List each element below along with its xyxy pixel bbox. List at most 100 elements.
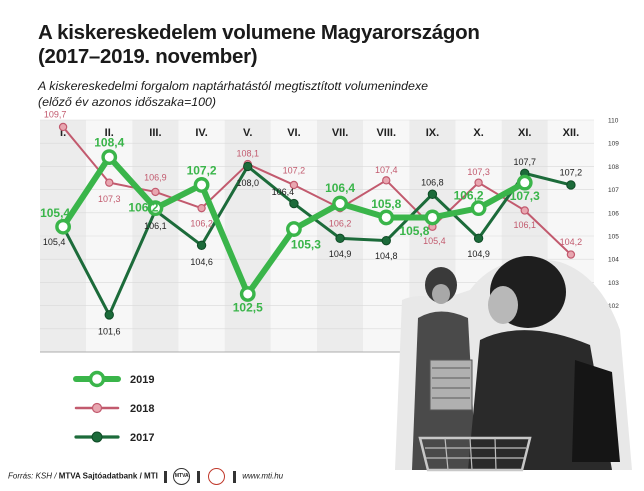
point-2018	[474, 178, 483, 187]
point-2018	[58, 122, 68, 132]
point-2018	[566, 250, 576, 259]
data-labels: 109,7 107,3 106,9 106,2 108,1 107,2 106,2 107,4…	[40, 109, 582, 336]
month-label: XII.	[563, 127, 580, 139]
mti-logo-icon	[207, 468, 225, 485]
label-2017: 106,4	[272, 187, 295, 197]
point-2019	[378, 209, 395, 226]
label-2019: 102,5	[233, 301, 263, 315]
point-2019	[332, 195, 348, 212]
woman-right-face	[488, 286, 518, 324]
label-2019: 108,4	[94, 136, 124, 150]
label-2017: 106,1	[144, 221, 167, 231]
month-label: IV.	[195, 127, 207, 139]
label-2018: 105,4	[423, 236, 446, 246]
label-2019: 105,8	[371, 197, 401, 211]
label-2018: 106,9	[144, 172, 167, 182]
label-2017: 101,6	[98, 326, 121, 336]
label-2017: 104,6	[190, 257, 213, 267]
chart-title: A kiskereskedelem volumene Magyarországo…	[38, 21, 480, 69]
point-2017	[381, 235, 391, 246]
month-label: VIII.	[376, 127, 396, 139]
woman-left-face	[432, 284, 450, 304]
label-2017: 108,0	[236, 178, 259, 188]
point-2017	[196, 240, 207, 250]
label-2018: 109,7	[44, 109, 67, 119]
subtitle-line-2: (előző év azonos időszaka=100)	[38, 95, 217, 109]
series-points	[55, 122, 576, 320]
label-2017: 107,2	[560, 167, 583, 177]
month-label: V.	[243, 127, 252, 139]
point-2019	[239, 286, 256, 302]
point-2019	[101, 149, 118, 166]
point-2018	[151, 187, 160, 197]
y-tick-label: 107	[608, 187, 619, 194]
label-2019: 107,3	[510, 189, 540, 203]
y-tick-label: 108	[608, 164, 619, 171]
label-2019: 107,2	[187, 163, 217, 177]
series-2018-line	[62, 125, 572, 256]
month-label: I.	[60, 127, 66, 139]
footer-url[interactable]: www.mti.hu	[242, 471, 284, 481]
legend: 2019 2018 2017	[73, 370, 154, 444]
title-line-2: (2017–2019. november)	[38, 45, 258, 68]
legend-marker-2017	[91, 431, 103, 443]
label-2018: 104,2	[560, 237, 583, 247]
footer-separator	[164, 470, 168, 483]
point-2018	[197, 203, 206, 213]
label-2017: 104,8	[375, 251, 398, 261]
legend-label-2019: 2019	[130, 374, 154, 386]
point-2017	[473, 233, 484, 244]
handbag	[572, 360, 620, 462]
month-labels: I. II. III. IV. V. VI. VII. VIII. IX. X. XI. XII.	[60, 127, 579, 139]
point-2019	[193, 177, 210, 193]
label-2019: 105,3	[291, 238, 321, 252]
point-2019	[470, 200, 487, 217]
point-2018	[520, 206, 529, 215]
label-2017: 105,4	[43, 237, 66, 247]
subtitle-line-1: A kiskereskedelmi forgalom naptárhatástó…	[38, 79, 429, 93]
label-2019: 105,8	[399, 224, 429, 238]
basket-mesh	[425, 437, 526, 471]
month-label: III.	[149, 127, 161, 139]
label-2019: 106,2	[454, 189, 484, 203]
point-2017	[289, 198, 299, 209]
point-2017	[427, 189, 438, 199]
month-label: VI.	[287, 127, 300, 139]
label-2018: 107,3	[467, 167, 490, 177]
label-2019: 106,2	[128, 201, 158, 215]
legend-label-2017: 2017	[130, 432, 154, 444]
series-2017-line	[61, 164, 573, 317]
label-2018: 107,2	[283, 165, 306, 175]
label-2018: 106,2	[329, 219, 352, 229]
label-2017: 106,8	[421, 178, 444, 188]
footer: Forrás: KSH / MTVA Sajtóadatbank / MTI M…	[8, 468, 283, 485]
y-tick-label: 103	[608, 280, 619, 287]
chart-subtitle: A kiskereskedelmi forgalom naptárhatástó…	[38, 78, 428, 110]
point-2017	[566, 180, 576, 190]
footer-separator	[232, 470, 236, 483]
point-2018	[289, 180, 299, 190]
label-2017: 107,7	[513, 157, 536, 167]
legend-label-2018: 2018	[130, 403, 154, 415]
month-label: XI.	[518, 127, 531, 139]
bag-pattern	[432, 367, 470, 399]
label-2018: 107,3	[98, 194, 121, 204]
y-tick-label: 109	[608, 141, 619, 148]
shopping-basket	[418, 436, 532, 472]
shopping-women-photo	[395, 256, 632, 472]
label-2019: 105,4	[40, 206, 70, 220]
legend-marker-2018	[91, 402, 103, 414]
month-label: II.	[105, 127, 114, 139]
point-2019	[286, 221, 302, 237]
footer-separator	[196, 470, 200, 483]
label-2017: 104,9	[467, 249, 490, 259]
label-2018: 108,1	[236, 149, 259, 159]
mtva-logo-icon: MTVA	[173, 468, 191, 485]
y-tick-label: 104	[608, 257, 619, 264]
y-tick-label: 106	[608, 210, 619, 217]
point-2017	[104, 310, 114, 320]
y-tick-label: 110	[608, 118, 619, 125]
legend-marker-2019	[88, 370, 106, 388]
title-line-1: A kiskereskedelem volumene Magyarországo…	[38, 21, 480, 44]
